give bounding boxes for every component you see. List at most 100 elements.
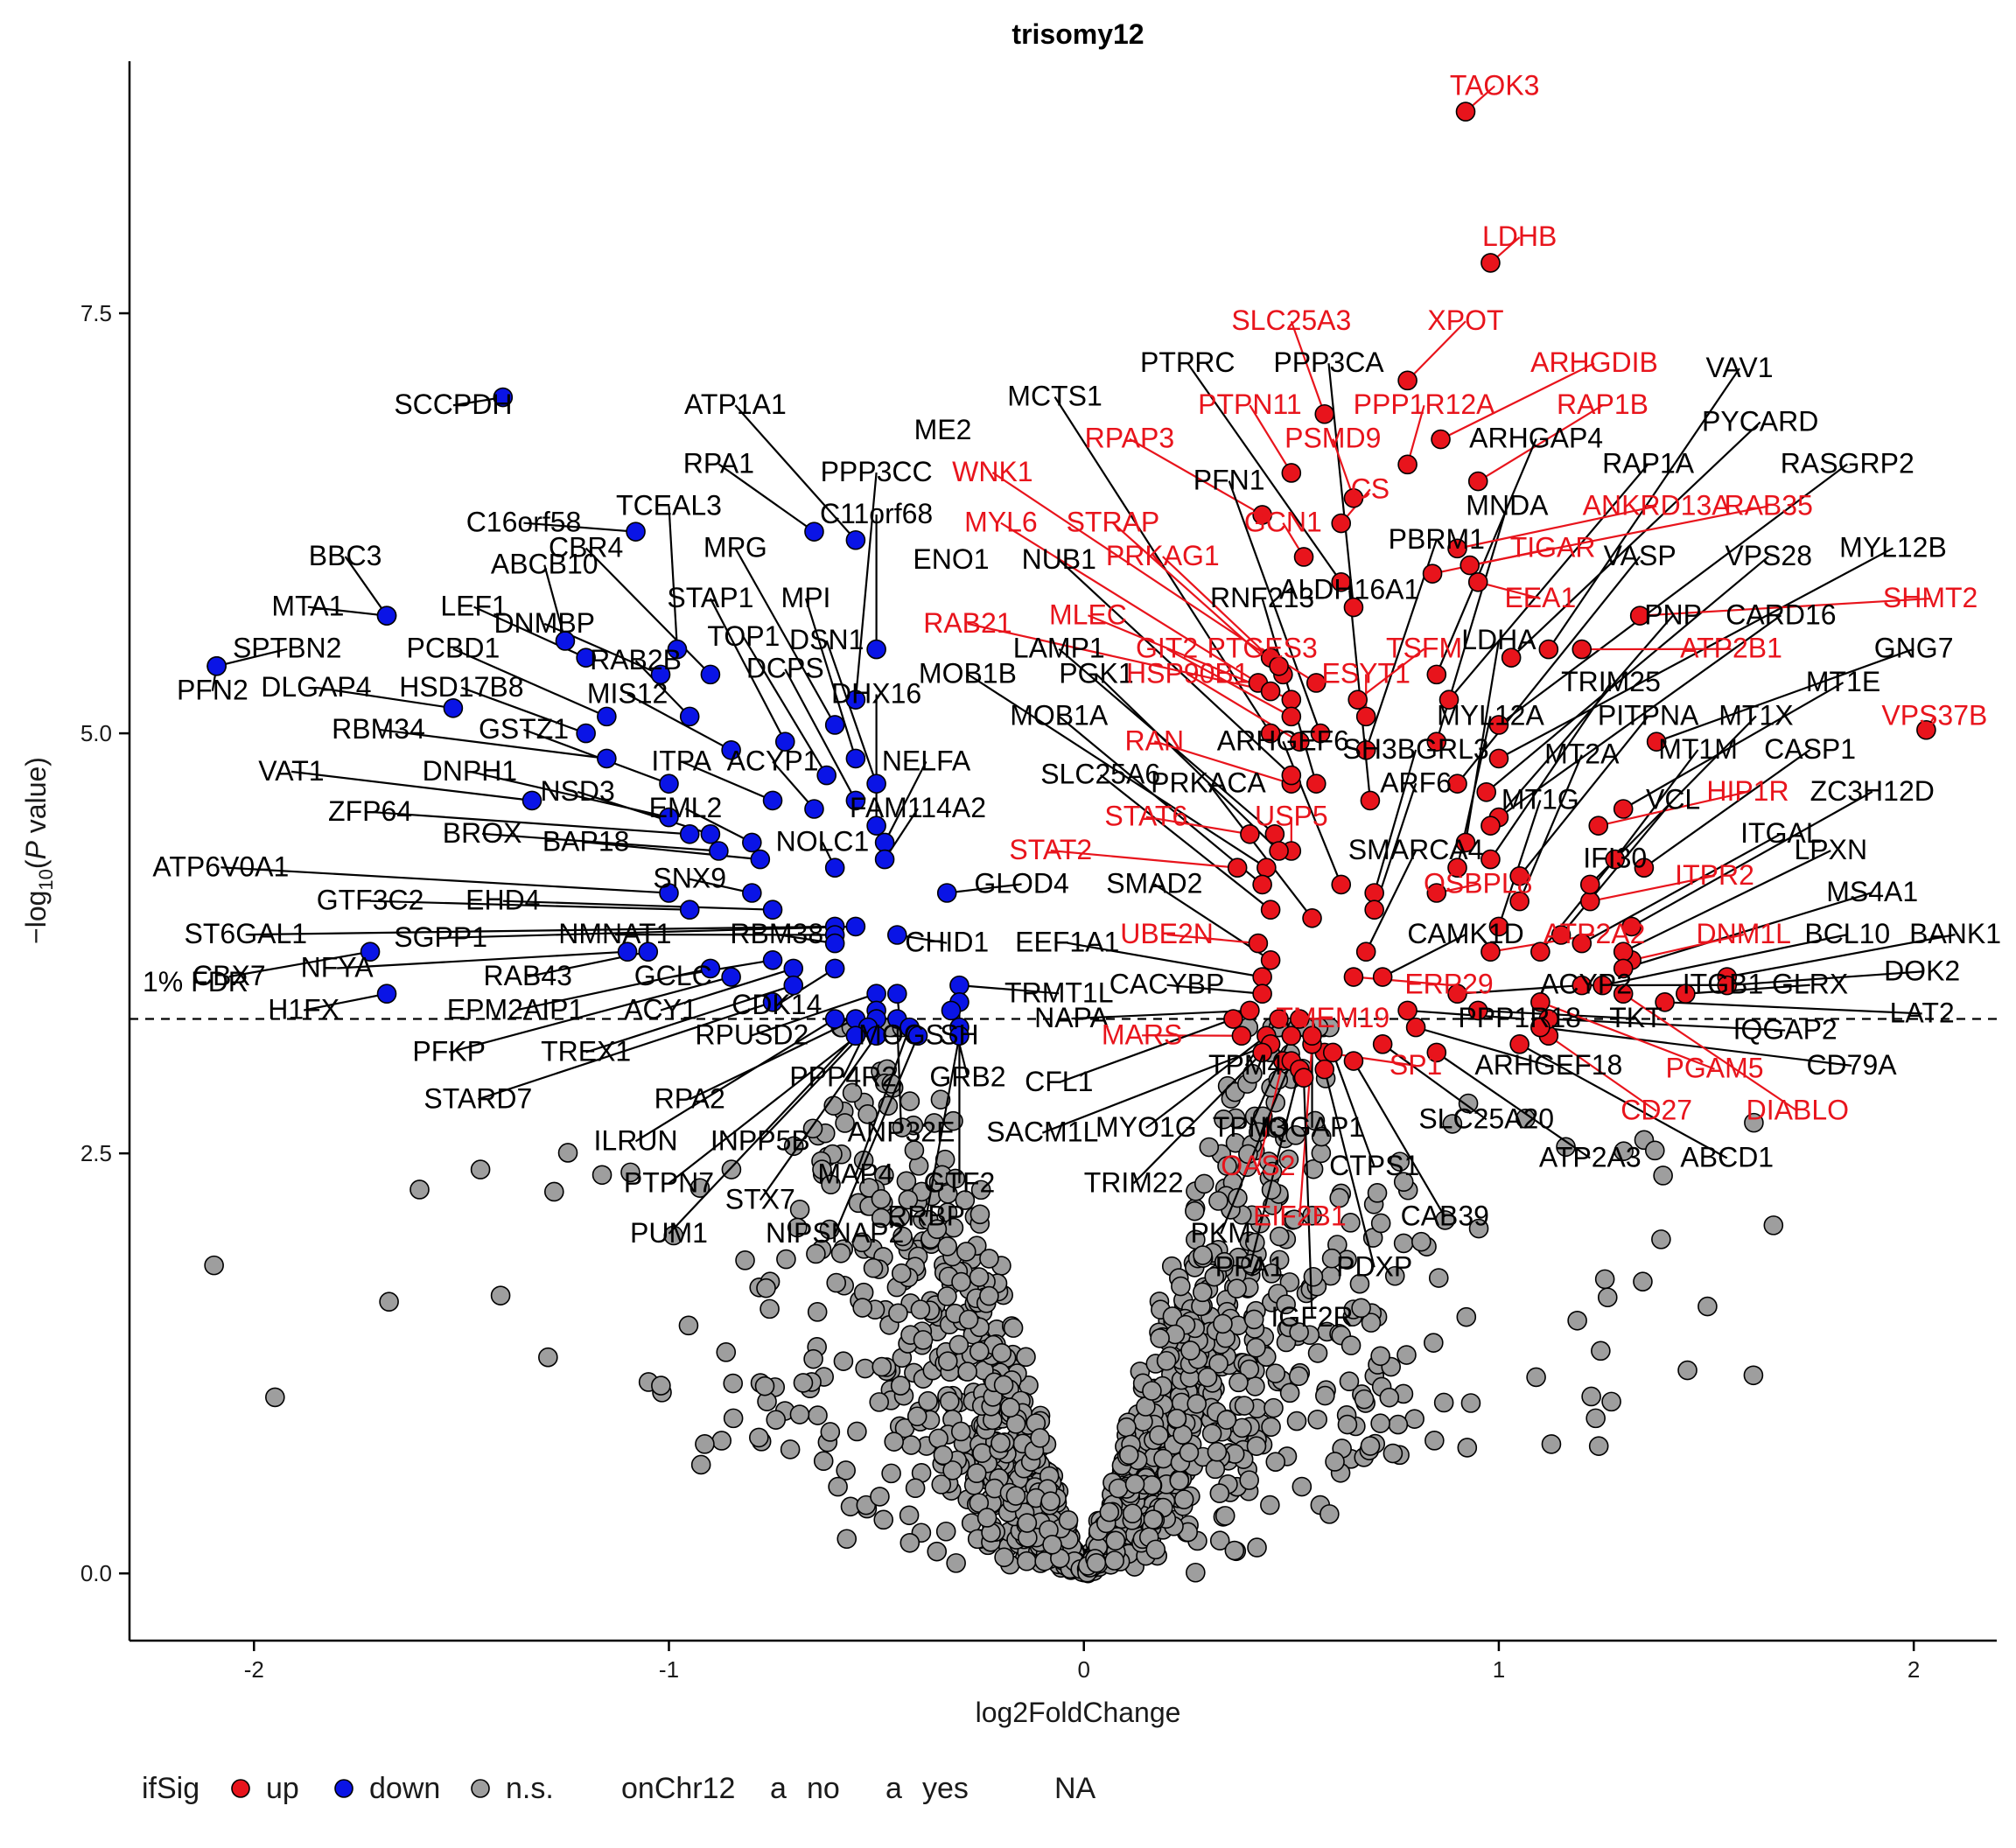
ns-point (1303, 1158, 1324, 1180)
up-point (1314, 403, 1335, 424)
down-point (949, 975, 970, 996)
gene-label: MNDA (1466, 489, 1549, 521)
gene-label: STAT2 (1009, 834, 1092, 865)
gene-label: FAM114A2 (850, 792, 986, 823)
up-point (1426, 1042, 1447, 1063)
gene-label: EEA1 (1504, 582, 1576, 613)
ns-point (1208, 1191, 1228, 1211)
leader-line (854, 1026, 911, 1176)
ns-point (1234, 1396, 1255, 1416)
ns-point (913, 1330, 934, 1350)
ns-point (723, 1373, 744, 1394)
gene-label: GLOD4 (974, 868, 1068, 900)
ns-point (969, 1267, 990, 1287)
leader-line (1489, 682, 1612, 860)
down-point (783, 958, 804, 979)
gene-label: MOB1B (919, 657, 1017, 689)
gene-label: TMEM19 (1276, 1002, 1390, 1033)
ns-point (651, 1376, 671, 1396)
down-point (617, 942, 638, 962)
down-point (700, 664, 721, 685)
leader-line (1440, 362, 1595, 441)
gene-label: RAB21 (923, 607, 1012, 639)
ns-point (1354, 1389, 1375, 1410)
down-point (762, 900, 783, 920)
up-point (1281, 765, 1302, 786)
gene-label: RAB35 (1724, 489, 1812, 521)
ns-point (918, 1390, 938, 1411)
up-point (1397, 454, 1418, 475)
up-point (1260, 723, 1281, 744)
up-point (1447, 774, 1467, 794)
up-point (1314, 1059, 1335, 1080)
ns-point (1379, 1387, 1400, 1408)
legend-swatch-ns (471, 1779, 490, 1798)
up-point (1467, 571, 1488, 592)
up-point (1281, 706, 1302, 727)
up-point (1248, 933, 1269, 954)
gene-label: CAMK1D (1407, 918, 1523, 949)
ns-point (1526, 1367, 1546, 1388)
leader-line (1228, 480, 1322, 734)
ns-point (1269, 1226, 1290, 1247)
down-point (866, 1026, 886, 1046)
ns-point (592, 1165, 612, 1186)
ns-point (490, 1285, 511, 1306)
ns-point (1428, 1268, 1449, 1288)
up-point (1588, 816, 1609, 836)
up-point (1302, 908, 1322, 928)
ns-point (1017, 1550, 1037, 1572)
ns-point (678, 1315, 699, 1336)
leader-line (959, 984, 1060, 995)
ns-point (1003, 1318, 1024, 1338)
ns-point (1677, 1360, 1698, 1381)
y-tick-label: 7.5 (80, 300, 112, 326)
leader-line (1457, 505, 1657, 550)
up-point (1613, 984, 1634, 1004)
leader-line (634, 660, 690, 718)
ns-point (1541, 1434, 1562, 1454)
ns-point (935, 1521, 956, 1542)
ns-point (735, 1250, 755, 1270)
ns-point (1192, 1282, 1213, 1303)
gene-label: ABCD1 (1680, 1142, 1774, 1173)
ns-point (793, 1373, 814, 1393)
ns-point (1194, 1173, 1214, 1194)
ns-point (1108, 1478, 1129, 1499)
gene-label: CD27 (1620, 1095, 1692, 1126)
gene-label: MT1X (1718, 699, 1793, 731)
leader-line (502, 900, 774, 911)
gene-label: ARHGEF18 (1474, 1049, 1622, 1081)
leader-line (1332, 1052, 1376, 1167)
ns-point (1698, 1296, 1718, 1317)
ns-point (1209, 1530, 1230, 1550)
down-point (845, 1026, 866, 1046)
down-point (721, 967, 741, 987)
ns-point (1311, 1126, 1332, 1147)
up-point (1397, 1000, 1418, 1021)
ns-point (1086, 1552, 1107, 1573)
gene-label: EPM2AIP1 (447, 994, 584, 1026)
up-point (1467, 1000, 1488, 1021)
ns-point (1442, 1114, 1463, 1134)
up-point (1634, 858, 1655, 878)
gene-label: PSMD9 (1284, 423, 1381, 454)
ns-point (1238, 1144, 1258, 1165)
up-point (1355, 739, 1376, 760)
ns-point (906, 1406, 928, 1427)
down-point (824, 715, 845, 735)
ns-point (538, 1347, 558, 1368)
x-tick-label: -2 (244, 1656, 264, 1683)
down-point (721, 739, 741, 760)
gene-label: CFL1 (1025, 1066, 1093, 1097)
gene-label: PGAM5 (1666, 1053, 1764, 1084)
up-point (1260, 950, 1281, 970)
up-point (1530, 992, 1550, 1012)
leader-line (751, 992, 877, 1037)
ns-point (1204, 1266, 1225, 1287)
leader-line (1099, 774, 1271, 911)
gene-label: MPI (781, 582, 831, 613)
ns-point (1382, 1443, 1404, 1464)
x-tick-label: 2 (1908, 1656, 1920, 1683)
ns-point (813, 1451, 834, 1472)
